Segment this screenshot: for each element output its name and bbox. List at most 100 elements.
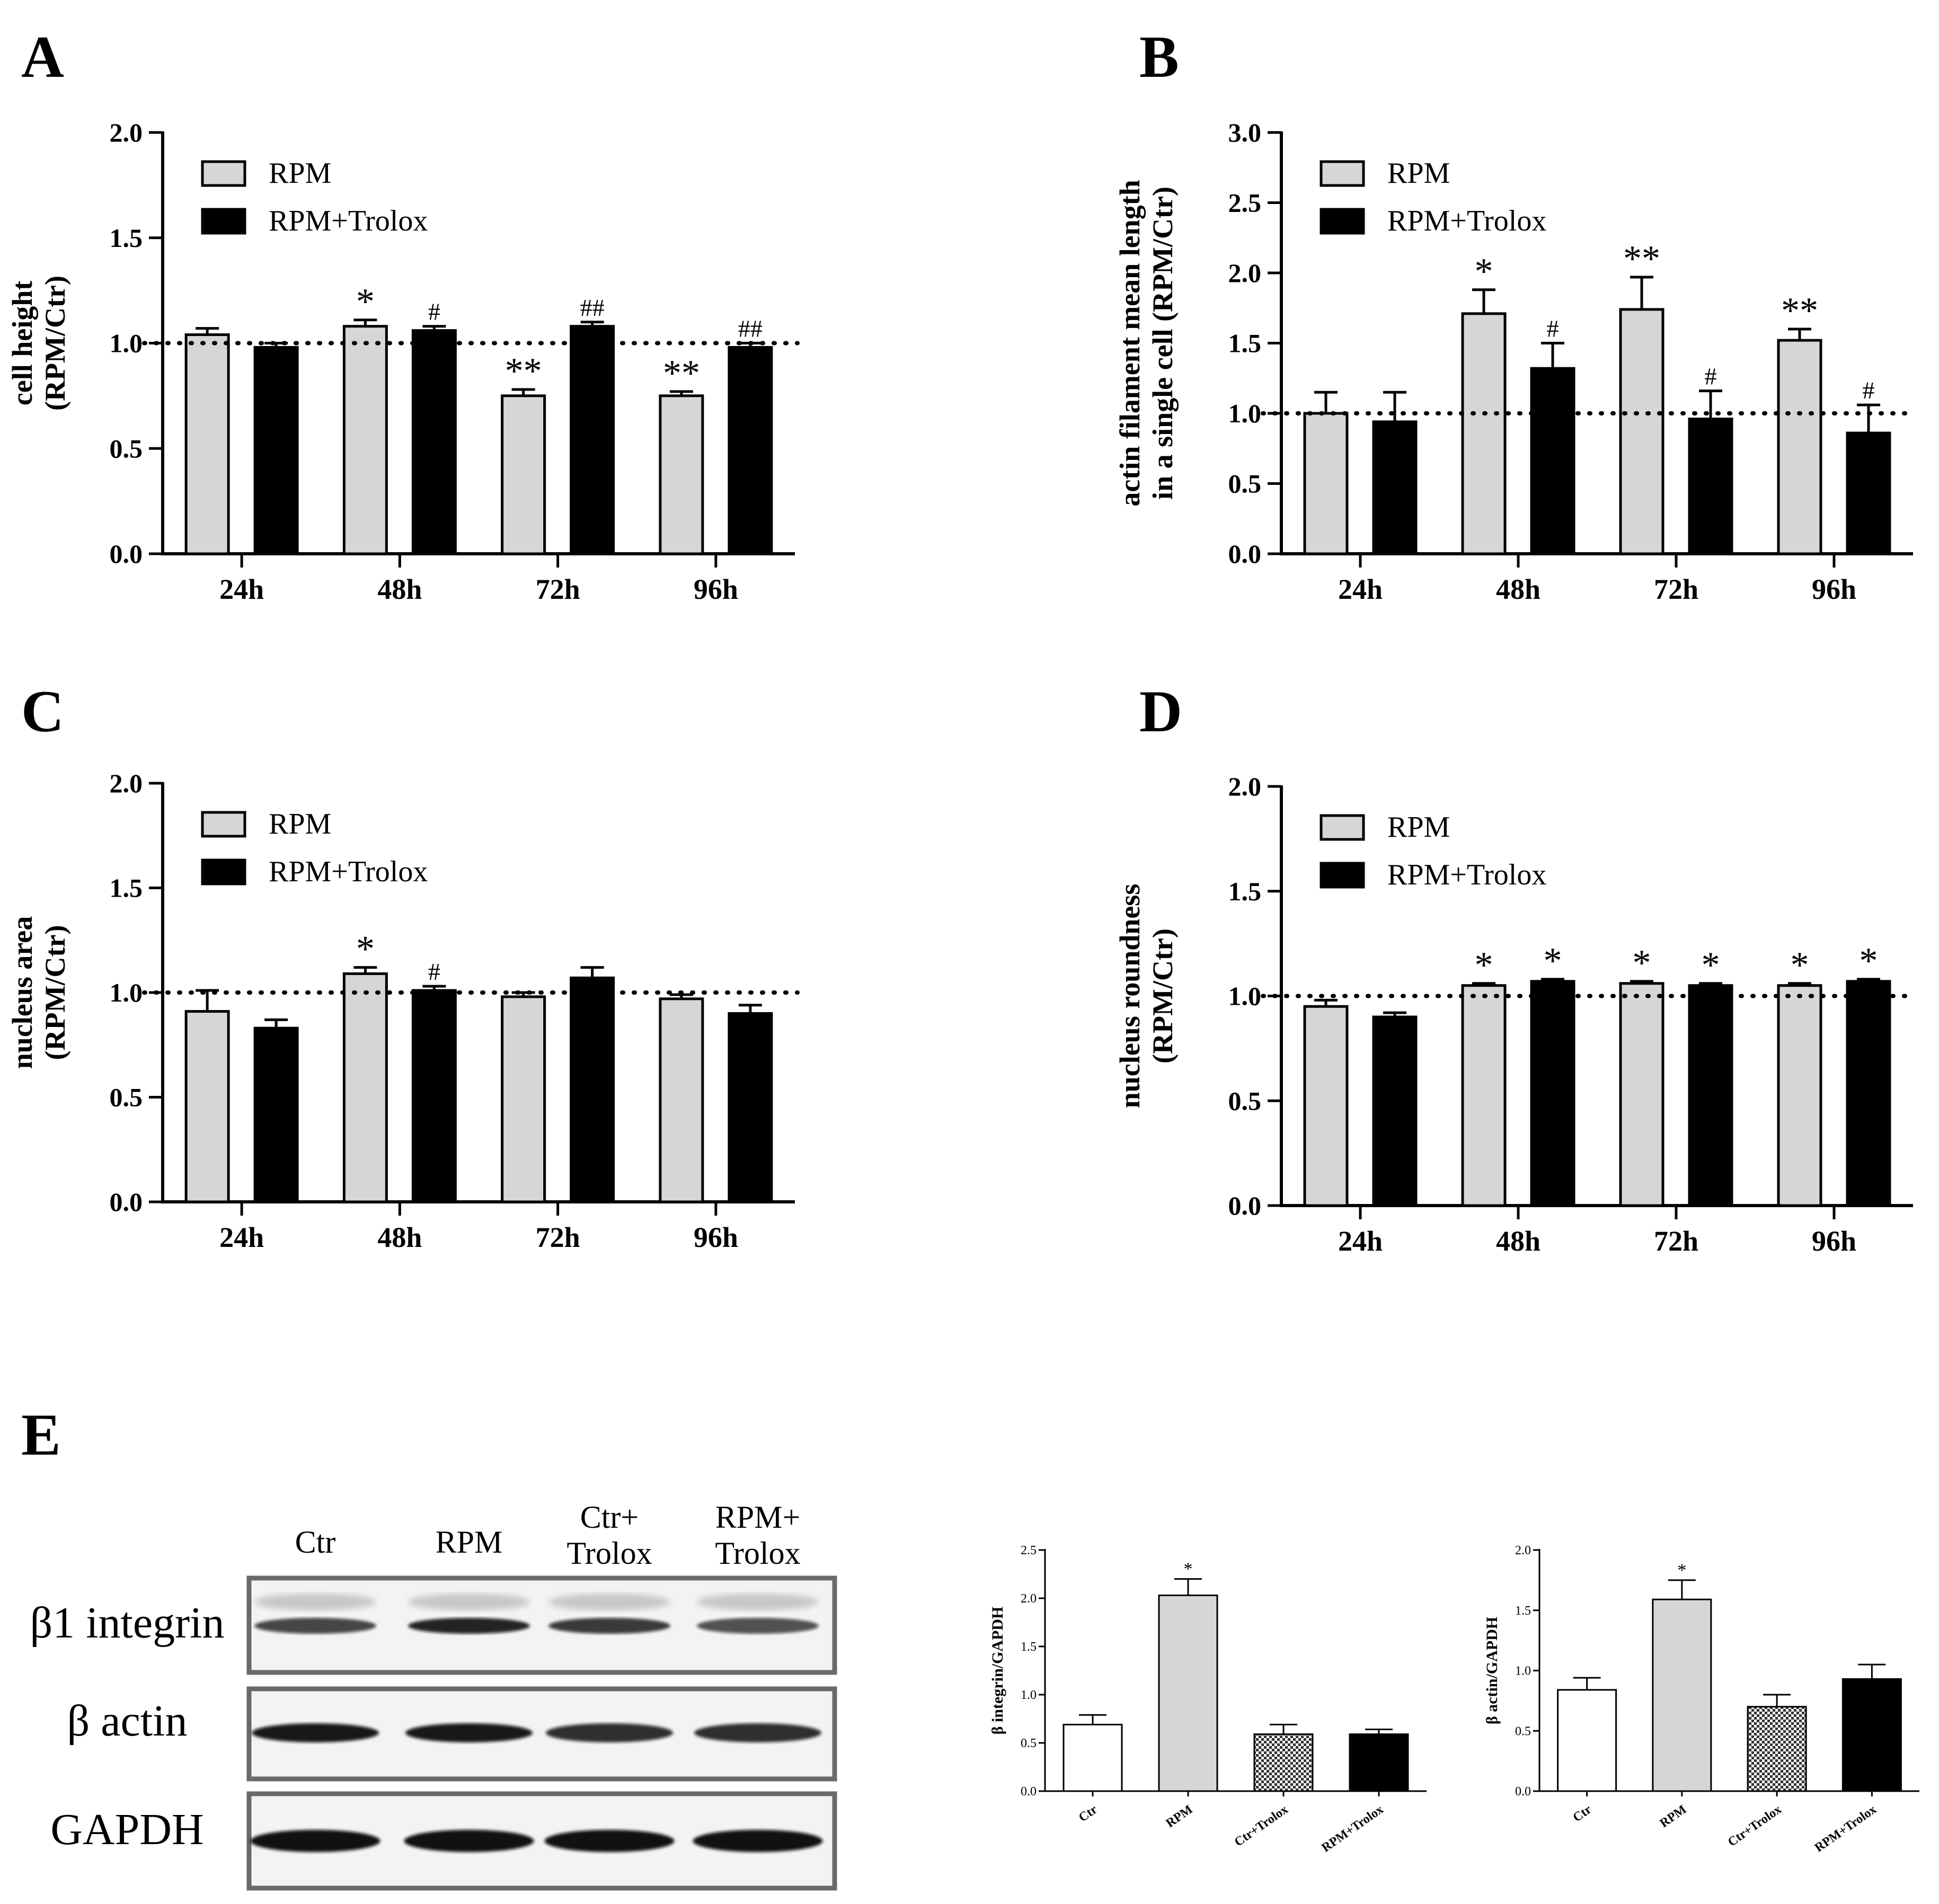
legend-label: RPM+Trolox	[1387, 205, 1546, 237]
bar	[1777, 984, 1822, 1207]
y-tick-label: 1.0	[110, 978, 143, 1007]
chart-panel-c: 0.0 0.5 1.0 1.5 2.0 nucleus area (RPM/Ctr) 24h 4…	[6, 768, 800, 1253]
bar	[659, 997, 704, 1203]
legend-label: RPM+Trolox	[269, 205, 428, 237]
y-axis-label: (RPM/Ctr)	[39, 276, 71, 411]
legend-swatch	[1320, 814, 1365, 841]
bar	[342, 972, 388, 1203]
y-tick-label: 0.0	[1228, 539, 1262, 569]
bar	[1349, 1733, 1409, 1792]
y-tick-label: 0.5	[1228, 1086, 1262, 1115]
y-tick-label: 1.0	[110, 329, 143, 358]
x-tick-label: 72h	[1654, 1225, 1698, 1257]
legend-label: RPM	[1387, 811, 1450, 844]
significance-mark: *	[1860, 941, 1878, 981]
lane-label: RPM	[436, 1525, 503, 1560]
x-tick-label: 72h	[536, 573, 580, 605]
chart-panel-e1: 0.0 0.5 1.0 1.5 2.0 2.5 β integrin/GAPDH Ctr * RP…	[989, 1544, 1427, 1855]
blot-row-label: GAPDH	[50, 1805, 203, 1854]
x-tick-label: RPM	[1164, 1803, 1196, 1831]
x-tick-label: 96h	[694, 573, 738, 605]
y-tick-label: 1.5	[1228, 329, 1262, 358]
y-tick-label: 1.5	[1515, 1604, 1531, 1618]
bar	[1557, 1689, 1617, 1792]
blot-band	[548, 1593, 670, 1610]
bar	[1619, 982, 1664, 1207]
bar	[501, 995, 546, 1203]
y-tick-label: 0.5	[110, 1083, 143, 1112]
blot-band	[697, 1593, 819, 1610]
bar	[411, 329, 457, 555]
chart-panel-e2: 0.0 0.5 1.0 1.5 2.0 β actin/GAPDH Ctr * RPM Ctr+T…	[1483, 1544, 1919, 1855]
bar	[1846, 980, 1891, 1207]
blot-band	[544, 1830, 675, 1852]
y-tick-label: 0.0	[110, 1187, 143, 1217]
y-tick-label: 1.0	[1228, 398, 1262, 428]
x-tick-label: Ctr	[1571, 1802, 1595, 1825]
legend-swatch	[1320, 208, 1365, 235]
x-tick-label: 48h	[377, 573, 422, 605]
bar	[411, 989, 457, 1203]
blot-band	[408, 1618, 530, 1634]
chart-panel-b: 0.0 0.5 1.0 1.5 2.0 2.5 3.0 actin filament mean…	[1114, 118, 1918, 605]
panel-letter-a: A	[21, 24, 64, 90]
western-blot: Ctr RPM Ctr+ Trolox RPM+ Trolox β1 integrin β a…	[30, 1500, 837, 1891]
panel-letter-c: C	[21, 679, 64, 745]
bar	[184, 1010, 230, 1203]
x-tick-label: 72h	[536, 1221, 580, 1253]
bar	[1303, 412, 1349, 555]
bar	[253, 1026, 299, 1203]
y-tick-label: 0.5	[1228, 469, 1262, 499]
panel-letter-e: E	[21, 1402, 61, 1468]
chart-panel-a: 0.0 0.5 1.0 1.5 2.0 cell height (RPM/Ctr) 24h 48…	[6, 118, 800, 605]
lane-label: RPM+ Trolox	[715, 1500, 800, 1571]
y-tick-label: 0.5	[1515, 1724, 1531, 1738]
blot-band	[693, 1830, 823, 1852]
y-axis-label: (RPM/Ctr)	[39, 925, 71, 1060]
bar	[1063, 1723, 1123, 1792]
bar	[1530, 367, 1575, 555]
y-tick-label: 1.5	[110, 223, 143, 253]
y-axis-label: actin filament mean length	[1114, 180, 1146, 506]
y-tick-label: 2.5	[1228, 188, 1262, 218]
blot-band	[405, 1723, 533, 1742]
bar	[1777, 339, 1822, 555]
bar	[342, 325, 388, 555]
y-axis-label: nucleus area	[6, 916, 38, 1069]
y-tick-label: 0.0	[1021, 1785, 1037, 1799]
significance-mark: ##	[580, 294, 605, 321]
lane-label: Ctr	[295, 1525, 336, 1560]
significance-mark: **	[505, 351, 542, 392]
legend-label: RPM+Trolox	[1387, 858, 1546, 891]
legend-swatch	[1320, 160, 1365, 187]
y-tick-label: 2.0	[1515, 1544, 1531, 1557]
y-tick-label: 0.0	[1515, 1785, 1531, 1799]
x-tick-label: RPM+Trolox	[1320, 1803, 1386, 1855]
significance-mark: *	[1184, 1560, 1193, 1579]
bar	[1372, 420, 1418, 555]
legend-swatch	[201, 208, 246, 235]
bar	[1461, 984, 1507, 1207]
blot-band	[697, 1618, 819, 1634]
bar	[1303, 1005, 1349, 1207]
y-tick-label: 1.5	[1021, 1640, 1037, 1654]
significance-mark: #	[1547, 315, 1559, 342]
blot-band	[548, 1618, 670, 1634]
bar	[570, 976, 615, 1203]
significance-mark: ##	[738, 315, 763, 342]
x-tick-label: 96h	[694, 1221, 738, 1253]
x-tick-label: 24h	[219, 1221, 264, 1253]
significance-mark: #	[1705, 363, 1717, 390]
x-tick-label: RPM	[1658, 1803, 1689, 1831]
bar	[1530, 980, 1575, 1207]
x-tick-label: 96h	[1812, 573, 1856, 605]
y-axis-label: β integrin/GAPDH	[989, 1607, 1006, 1735]
x-tick-label: 24h	[219, 573, 264, 605]
panel-letter-d: D	[1139, 679, 1182, 745]
y-tick-label: 1.0	[1021, 1688, 1037, 1702]
legend-label: RPM	[1387, 157, 1450, 190]
x-tick-label: 48h	[377, 1221, 422, 1253]
y-tick-label: 2.0	[110, 768, 143, 798]
y-tick-label: 2.0	[1228, 258, 1262, 288]
